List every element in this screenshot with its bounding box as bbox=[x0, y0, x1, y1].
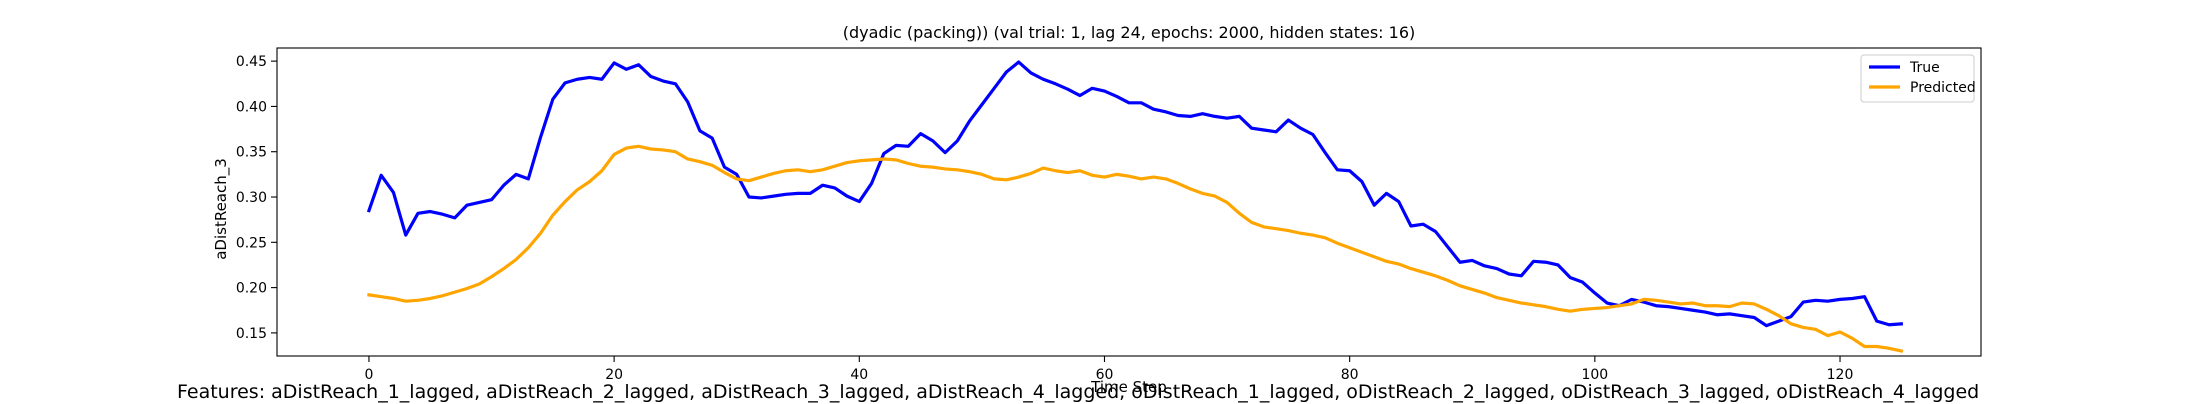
legend-label: True bbox=[1909, 60, 1940, 76]
chart-title: (dyadic (packing)) (val trial: 1, lag 24… bbox=[843, 23, 1416, 42]
y-tick-label: 0.40 bbox=[236, 99, 267, 115]
x-tick-label: 60 bbox=[1096, 367, 1114, 383]
y-tick-label: 0.35 bbox=[236, 145, 267, 161]
legend: True Predicted bbox=[1860, 54, 1976, 103]
y-tick-label: 0.20 bbox=[236, 281, 267, 297]
axes-frame bbox=[276, 47, 1982, 357]
series-line-predicted bbox=[367, 144, 1904, 353]
y-tick-label: 0.30 bbox=[236, 190, 267, 206]
x-axis-label: Time Step bbox=[1090, 378, 1167, 396]
plot-area: 0 20 40 60 80 100 120 0.15 0.20 0.25 0.30 0.35 0.40 0… bbox=[236, 47, 1982, 383]
y-axis-label: aDistReach_3 bbox=[212, 158, 231, 260]
y-tick-label: 0.15 bbox=[236, 326, 267, 342]
x-tick-label: 20 bbox=[605, 367, 623, 383]
x-tick-label: 40 bbox=[850, 367, 868, 383]
x-tick-label: 120 bbox=[1827, 367, 1854, 383]
x-tick-label: 100 bbox=[1581, 367, 1608, 383]
series-line-true bbox=[366, 60, 1904, 328]
legend-label: Predicted bbox=[1910, 80, 1976, 96]
y-tick-label: 0.25 bbox=[236, 235, 267, 251]
features-caption: Features: aDistReach_1_lagged, aDistReac… bbox=[177, 381, 1980, 403]
y-tick-label: 0.45 bbox=[236, 54, 267, 70]
x-tick-label: 80 bbox=[1341, 367, 1359, 383]
x-tick-label: 0 bbox=[364, 367, 373, 383]
